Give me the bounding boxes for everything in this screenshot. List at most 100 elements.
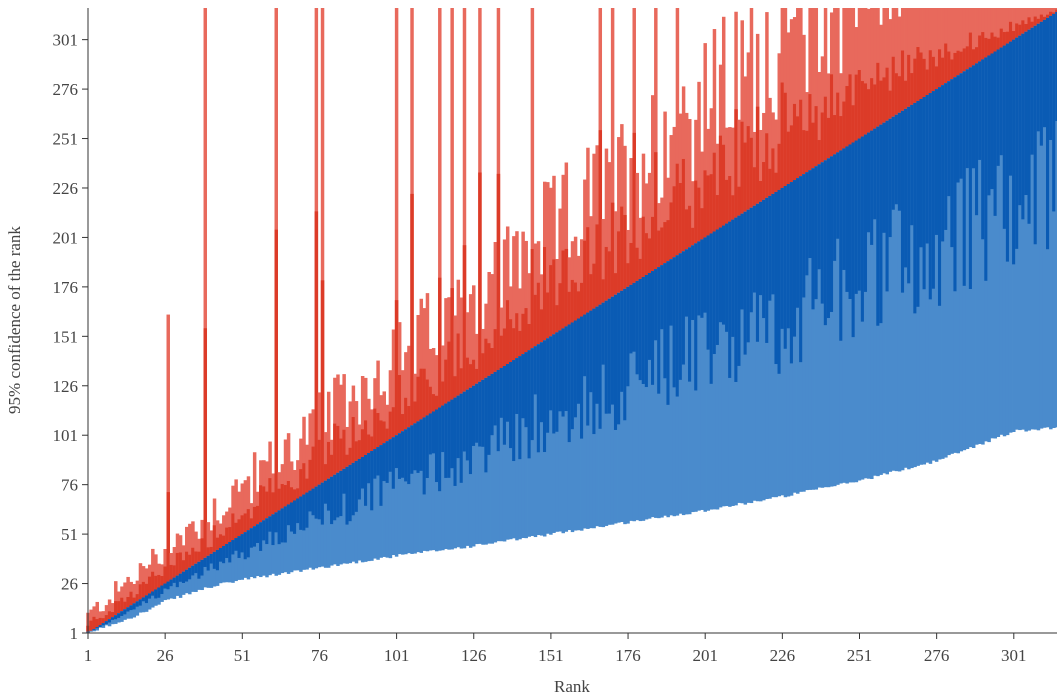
bar-lower-95-78 bbox=[323, 480, 328, 568]
bar-upper-95-126 bbox=[472, 285, 476, 386]
bar-lower-95-243 bbox=[833, 154, 837, 487]
bar-upper-95-219 bbox=[759, 129, 763, 202]
bar-lower-95-226 bbox=[780, 187, 785, 496]
bar-lower-inner-56 bbox=[255, 524, 260, 543]
bar-upper-inner-234 bbox=[805, 130, 809, 173]
bar-lower-95-100 bbox=[391, 437, 396, 556]
bar-lower-inner-18 bbox=[138, 599, 143, 606]
bar-upper-inner-166 bbox=[595, 224, 599, 307]
bar-upper-inner-282 bbox=[953, 52, 957, 78]
bar-lower-inner-73 bbox=[308, 490, 312, 512]
bar-lower-inner-132 bbox=[490, 373, 495, 436]
bar-upper-95-49 bbox=[234, 479, 238, 539]
bar-upper-inner-122 bbox=[459, 368, 464, 394]
bar-lower-inner-150 bbox=[546, 338, 550, 433]
bar-lower-95-295 bbox=[993, 51, 998, 439]
bar-lower-95-177 bbox=[629, 284, 633, 521]
bar-upper-inner-72 bbox=[305, 478, 309, 493]
bar-upper-inner-159 bbox=[573, 282, 578, 321]
bar-lower-inner-206 bbox=[718, 227, 723, 323]
bar-lower-inner-176 bbox=[626, 286, 630, 387]
bar-upper-95-204 bbox=[712, 29, 717, 232]
bar-upper-95-220 bbox=[762, 112, 766, 200]
bar-upper-inner-141 bbox=[518, 330, 522, 357]
bar-lower-95-307 bbox=[1030, 27, 1035, 430]
bar-lower-inner-273 bbox=[925, 95, 930, 244]
bar-upper-95-73 bbox=[308, 413, 312, 491]
bar-lower-inner-28 bbox=[169, 579, 174, 587]
bar-lower-inner-45 bbox=[222, 545, 226, 564]
bar-upper-95-156 bbox=[564, 162, 569, 327]
bar-upper-95-294 bbox=[990, 8, 994, 54]
bar-upper-inner-119 bbox=[450, 288, 454, 400]
bar-upper-95-222 bbox=[768, 97, 772, 196]
bar-lower-inner-162 bbox=[583, 314, 587, 377]
bar-lower-inner-101 bbox=[394, 435, 399, 469]
bar-upper-95-160 bbox=[576, 255, 581, 319]
bar-upper-95-244 bbox=[836, 8, 840, 153]
bar-lower-95-124 bbox=[465, 389, 470, 546]
bar-upper-inner-3 bbox=[92, 616, 96, 630]
bar-upper-inner-261 bbox=[888, 90, 893, 119]
bar-lower-95-119 bbox=[450, 399, 454, 550]
bar-lower-inner-168 bbox=[601, 302, 606, 365]
bar-upper-inner-171 bbox=[610, 202, 615, 297]
bar-upper-inner-291 bbox=[981, 32, 985, 60]
bar-upper-95-299 bbox=[1005, 8, 1010, 44]
bar-upper-95-293 bbox=[987, 8, 991, 56]
bar-upper-inner-157 bbox=[567, 291, 572, 325]
bar-upper-inner-217 bbox=[752, 167, 757, 206]
bar-upper-inner-96 bbox=[379, 420, 383, 446]
bar-lower-95-12 bbox=[120, 611, 124, 622]
x-tick-label: 101 bbox=[384, 646, 410, 665]
bar-lower-inner-9 bbox=[110, 617, 115, 620]
bar-lower-inner-189 bbox=[666, 261, 670, 405]
bar-lower-95-46 bbox=[225, 544, 229, 583]
bar-upper-inner-155 bbox=[561, 250, 565, 329]
bar-upper-95-154 bbox=[558, 208, 562, 331]
bar-lower-95-92 bbox=[367, 453, 371, 562]
bar-upper-inner-42 bbox=[212, 525, 217, 552]
bar-lower-inner-276 bbox=[934, 89, 939, 235]
bar-upper-inner-101 bbox=[394, 300, 399, 436]
bar-upper-95-66 bbox=[286, 433, 291, 505]
bar-lower-95-74 bbox=[311, 488, 316, 570]
bar-upper-inner-28 bbox=[169, 564, 174, 580]
bar-lower-inner-29 bbox=[172, 577, 177, 583]
bar-upper-95-95 bbox=[376, 360, 380, 448]
bar-upper-inner-230 bbox=[792, 103, 797, 181]
bar-upper-inner-209 bbox=[728, 176, 732, 222]
bar-upper-95-41 bbox=[209, 530, 214, 554]
bar-lower-95-174 bbox=[620, 290, 624, 523]
bar-lower-inner-214 bbox=[743, 211, 748, 355]
bar-upper-inner-152 bbox=[552, 259, 556, 335]
bar-upper-95-288 bbox=[971, 8, 976, 66]
bar-lower-95-288 bbox=[971, 65, 976, 448]
bar-upper-95-276 bbox=[934, 8, 939, 90]
bar-upper-95-35 bbox=[191, 521, 195, 566]
bar-lower-inner-39 bbox=[203, 557, 208, 567]
bar-lower-inner-181 bbox=[641, 276, 646, 384]
bar-upper-inner-160 bbox=[576, 291, 581, 319]
bar-lower-inner-264 bbox=[897, 112, 902, 211]
bar-upper-95-285 bbox=[962, 8, 967, 72]
bar-upper-inner-192 bbox=[675, 163, 680, 256]
bar-lower-95-72 bbox=[305, 492, 309, 570]
bar-lower-inner-113 bbox=[431, 411, 436, 454]
bar-lower-inner-22 bbox=[151, 591, 155, 596]
bar-lower-inner-124 bbox=[465, 389, 470, 461]
bar-upper-inner-308 bbox=[1033, 16, 1038, 26]
bar-upper-95-236 bbox=[811, 8, 815, 169]
bar-lower-inner-26 bbox=[163, 583, 167, 589]
bar-lower-inner-159 bbox=[573, 320, 578, 418]
bar-upper-inner-136 bbox=[502, 328, 507, 366]
bar-upper-inner-23 bbox=[154, 575, 158, 590]
bar-upper-95-97 bbox=[382, 391, 386, 444]
bar-upper-95-67 bbox=[289, 461, 294, 503]
bar-lower-95-73 bbox=[308, 490, 312, 568]
bar-lower-95-102 bbox=[397, 433, 402, 555]
bar-lower-inner-104 bbox=[404, 429, 408, 482]
bar-upper-inner-41 bbox=[209, 546, 214, 554]
bar-upper-95-39 bbox=[203, 8, 208, 558]
bar-upper-95-283 bbox=[956, 8, 960, 76]
